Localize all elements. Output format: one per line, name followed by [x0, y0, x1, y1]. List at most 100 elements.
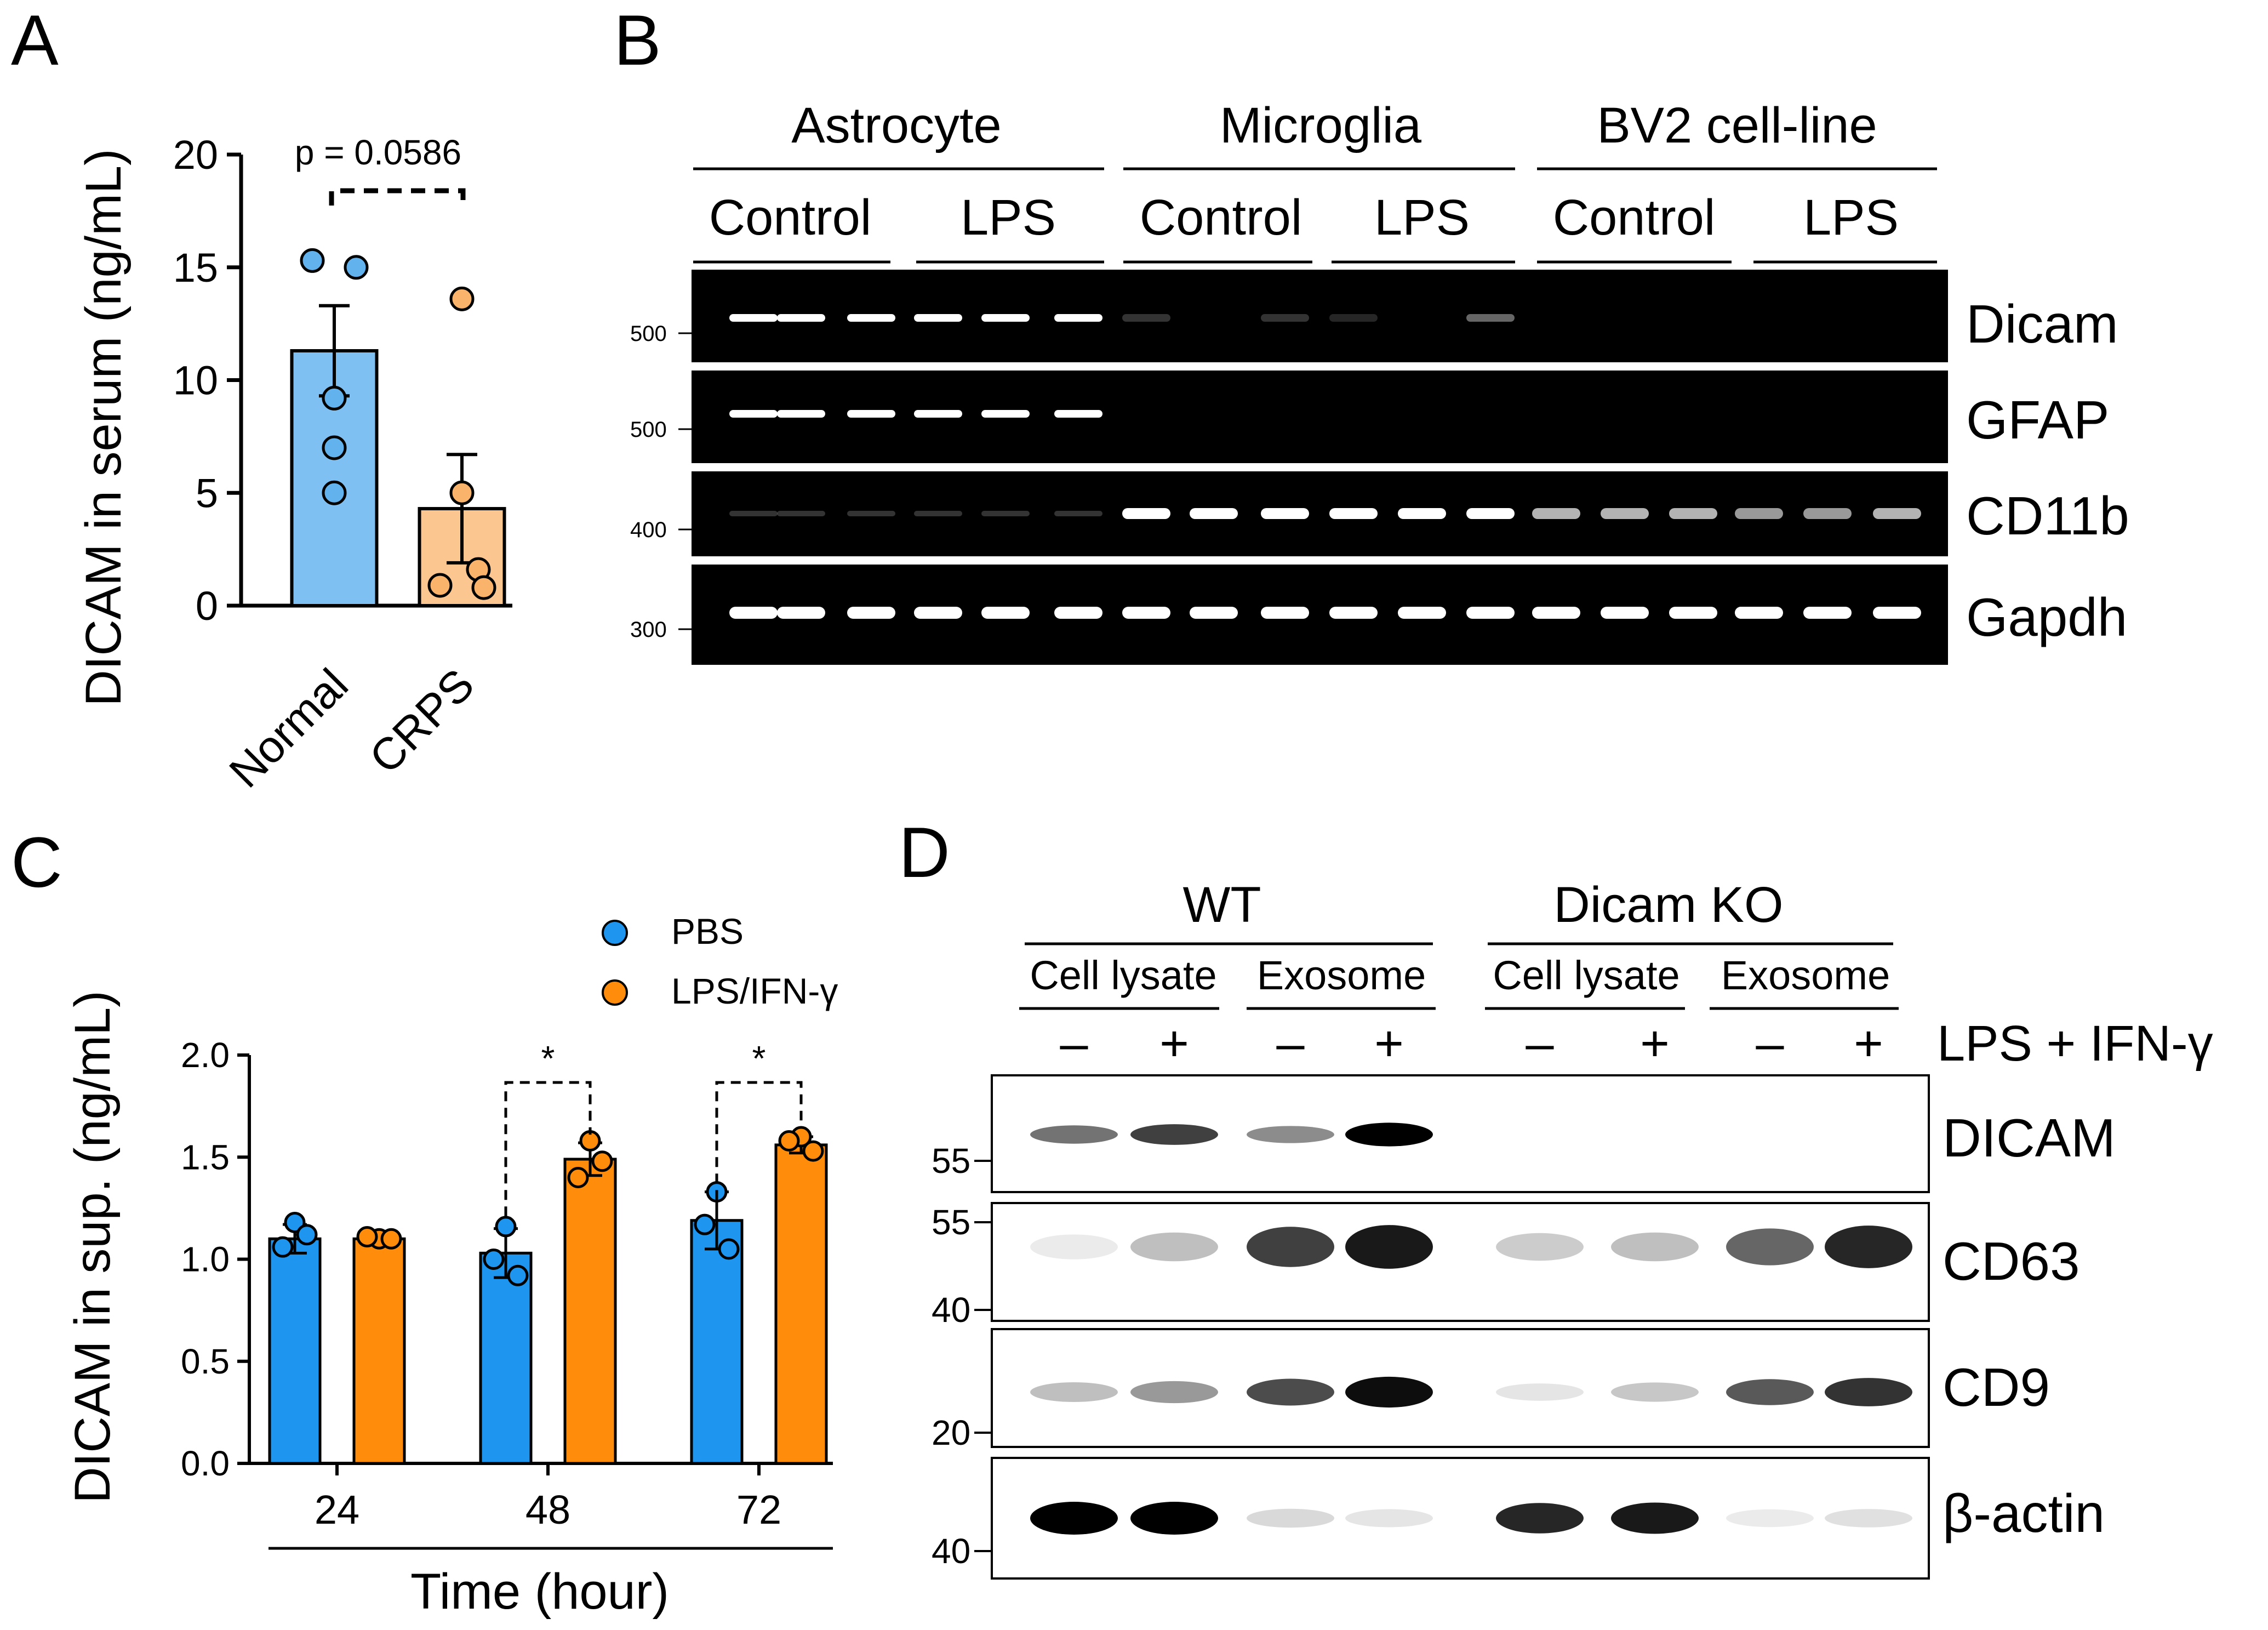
gel-band-cd11b [1601, 508, 1649, 519]
significance-bracket-72 [715, 1081, 803, 1217]
gel-band-gapdh [777, 607, 825, 619]
bar-pbs-24 [268, 1237, 322, 1465]
fraction-wt-lysate: Cell lysate [1030, 953, 1216, 998]
marker-cd9-20: 20 [932, 1413, 970, 1452]
marker-cd11b: 400 [630, 518, 667, 542]
blot-band-cd63 [1496, 1233, 1584, 1261]
data-point-normal [322, 480, 347, 505]
data-point-pbs [718, 1238, 740, 1260]
cond-micro-control: Control [1140, 190, 1302, 246]
blot-band-actin [1130, 1502, 1218, 1535]
group-wt: WT [1182, 877, 1261, 933]
panel-a-pvalue: p = 0.0586 [295, 133, 461, 172]
gel-band-cd11b [847, 511, 895, 516]
blot-band-cd9 [1726, 1379, 1814, 1405]
panel-c-x-tick-label: 72 [736, 1487, 781, 1532]
gel-band-dicam [914, 314, 962, 322]
cell-type-microglia: Microglia [1220, 98, 1422, 153]
blot-band-actin [1030, 1502, 1118, 1535]
minus-sign: – [1276, 1016, 1305, 1072]
minus-sign: – [1756, 1016, 1784, 1072]
marker-gapdh: 300 [630, 618, 667, 642]
gel-band-gapdh [1873, 607, 1921, 619]
marker-cd63-40: 40 [932, 1290, 970, 1330]
data-point-pbs [507, 1264, 529, 1286]
data-point-pbs [296, 1224, 318, 1246]
data-point-pbs [694, 1213, 716, 1235]
panel-d: D WT Dicam KO Cell lysate Exosome Cell l… [899, 812, 2213, 1580]
gel-band-cd11b [1669, 508, 1717, 519]
panel-a: A DICAM in serum (ng/mL) 0 5 10 15 20 p = 0.… [11, 0, 512, 797]
gel-band-cd11b [1873, 508, 1921, 519]
legend-swatch-lps [602, 979, 628, 1006]
plus-sign: + [1374, 1016, 1404, 1072]
blot-band-cd9 [1345, 1376, 1433, 1408]
data-point-normal [300, 248, 325, 273]
protein-label-actin: β-actin [1943, 1483, 2105, 1543]
gel-band-gapdh [914, 607, 962, 619]
blot-band-cd9 [1496, 1383, 1584, 1401]
gel-band-dicam [777, 314, 825, 322]
blot-band-cd9 [1247, 1378, 1334, 1406]
gel-band-cd11b [1054, 511, 1102, 516]
gel-band-cd11b [1261, 508, 1309, 519]
panel-a-pvalue-bracket [329, 188, 466, 206]
panel-c-axes: 0.0 0.5 1.0 1.5 2.0 24 48 72 [181, 1035, 833, 1532]
legend-label-pbs: PBS [671, 911, 744, 951]
panel-a-x-label-normal: Normal [220, 659, 358, 797]
panel-c-y-tick-label: 1.5 [181, 1137, 230, 1177]
treatment-label: LPS + IFN-γ [1937, 1016, 2213, 1072]
gel-band-gapdh [1669, 607, 1717, 619]
blot-band-cd63 [1726, 1228, 1814, 1266]
plus-sign: + [1854, 1016, 1883, 1072]
panel-a-y-label: DICAM in serum (ng/mL) [76, 149, 132, 706]
treatment-signs: – + – + – + – + [1060, 1016, 1883, 1072]
fraction-ko-exosome: Exosome [1721, 953, 1890, 998]
gel-image [692, 270, 1948, 665]
gel-band-cd11b [981, 511, 1030, 516]
gene-label-gfap: GFAP [1966, 390, 2109, 450]
cond-astro-control: Control [709, 190, 872, 246]
gel-band-gapdh [1735, 607, 1783, 619]
data-point-crps [449, 286, 475, 311]
panel-a-axes: 0 5 10 15 20 [173, 132, 512, 629]
panel-a-y-tick-label: 10 [173, 358, 218, 403]
protein-label-dicam: DICAM [1943, 1108, 2116, 1168]
blot-band-dicam [1345, 1122, 1433, 1147]
panel-c-x-tick-label: 48 [525, 1487, 570, 1532]
panel-a-letter: A [11, 0, 59, 80]
significance-star-48: * [541, 1039, 555, 1078]
gel-band-dicam [1466, 314, 1515, 322]
gel-band-cd11b [1122, 508, 1170, 519]
gel-band-gfap [1054, 410, 1102, 418]
bar-pbs-72 [690, 1219, 744, 1465]
data-point-lps [380, 1228, 402, 1250]
gel-band-cd11b [1735, 508, 1783, 519]
panel-b-letter: B [614, 0, 661, 80]
marker-dicam: 500 [630, 322, 667, 346]
blot-band-cd9 [1611, 1382, 1699, 1402]
data-point-pbs [495, 1216, 517, 1238]
data-point-pbs [483, 1249, 505, 1270]
panel-a-y-tick-label: 5 [196, 470, 218, 516]
blot-band-cd9 [1825, 1378, 1912, 1406]
cond-bv2-lps: LPS [1803, 190, 1899, 246]
gel-band-cd11b [1398, 508, 1446, 519]
panel-c-y-label: DICAM in sup. (ng/mL) [65, 990, 121, 1503]
gel-band-gapdh [1054, 607, 1102, 619]
data-point-normal [322, 435, 347, 460]
gene-label-cd11b: CD11b [1966, 486, 2129, 546]
panel-c-marks: * * [268, 1039, 828, 1465]
data-point-lps [591, 1150, 613, 1172]
data-point-crps [427, 573, 453, 598]
blot-band-cd63 [1130, 1232, 1218, 1262]
blot-band-dicam [1130, 1124, 1218, 1145]
marker-actin-40: 40 [932, 1531, 970, 1571]
plus-sign: + [1640, 1016, 1670, 1072]
gel-band-gapdh [1803, 607, 1852, 619]
gel-band-dicam [1329, 314, 1378, 322]
gel-band-gfap [981, 410, 1030, 418]
legend-swatch-pbs [602, 920, 628, 946]
fraction-ko-lysate: Cell lysate [1493, 953, 1679, 998]
